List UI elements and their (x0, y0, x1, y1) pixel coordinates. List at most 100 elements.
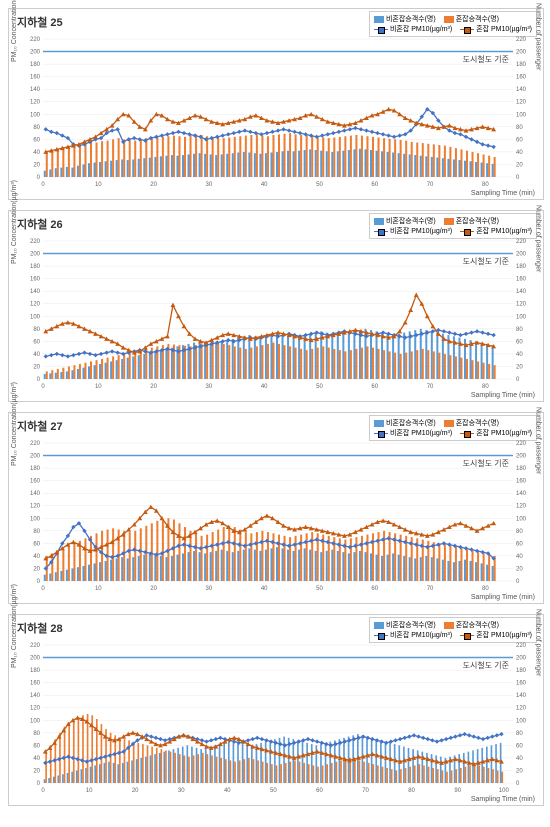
svg-text:20: 20 (516, 162, 523, 168)
svg-text:120: 120 (516, 706, 527, 712)
svg-text:0: 0 (41, 586, 45, 592)
svg-text:200: 200 (516, 454, 527, 460)
svg-text:60: 60 (33, 541, 40, 547)
svg-text:40: 40 (33, 756, 40, 762)
svg-text:80: 80 (33, 327, 40, 333)
svg-text:80: 80 (516, 529, 523, 535)
svg-text:80: 80 (516, 125, 523, 131)
svg-text:220: 220 (516, 37, 527, 43)
svg-text:180: 180 (30, 264, 41, 270)
svg-text:40: 40 (33, 554, 40, 560)
svg-text:20: 20 (132, 788, 139, 794)
svg-text:20: 20 (33, 566, 40, 572)
chart-panel: 지하철 28비혼잡승객수(명)혼잡승객수(명)비혼잡 PM10(µg/m³)혼잡… (8, 614, 544, 806)
svg-text:40: 40 (516, 352, 523, 358)
svg-text:40: 40 (261, 384, 268, 390)
svg-text:220: 220 (516, 441, 527, 447)
svg-text:30: 30 (206, 384, 213, 390)
svg-text:40: 40 (261, 182, 268, 188)
svg-text:60: 60 (33, 137, 40, 143)
svg-text:180: 180 (516, 668, 527, 674)
svg-text:120: 120 (30, 302, 41, 308)
svg-text:20: 20 (516, 566, 523, 572)
svg-text:40: 40 (261, 586, 268, 592)
svg-text:120: 120 (516, 302, 527, 308)
svg-text:200: 200 (516, 50, 527, 56)
svg-text:80: 80 (33, 125, 40, 131)
svg-text:100: 100 (30, 718, 41, 724)
svg-text:80: 80 (482, 586, 489, 592)
svg-text:30: 30 (206, 586, 213, 592)
svg-text:100: 100 (499, 788, 510, 794)
svg-text:80: 80 (516, 731, 523, 737)
svg-text:60: 60 (371, 384, 378, 390)
svg-text:30: 30 (178, 788, 185, 794)
svg-text:180: 180 (516, 62, 527, 68)
svg-text:120: 120 (516, 100, 527, 106)
svg-text:220: 220 (30, 37, 41, 43)
svg-text:180: 180 (30, 62, 41, 68)
svg-text:10: 10 (86, 788, 93, 794)
plot-svg: 0020204040606080801001001201201401401601… (9, 615, 543, 805)
svg-text:160: 160 (30, 277, 41, 283)
svg-text:120: 120 (516, 504, 527, 510)
svg-text:0: 0 (516, 781, 520, 787)
svg-text:70: 70 (427, 182, 434, 188)
svg-text:80: 80 (33, 731, 40, 737)
svg-text:60: 60 (516, 743, 523, 749)
svg-text:140: 140 (30, 289, 41, 295)
svg-text:40: 40 (516, 756, 523, 762)
svg-text:70: 70 (362, 788, 369, 794)
svg-text:10: 10 (95, 586, 102, 592)
svg-text:0: 0 (41, 182, 45, 188)
svg-text:140: 140 (516, 693, 527, 699)
svg-text:100: 100 (516, 112, 527, 118)
svg-text:160: 160 (516, 681, 527, 687)
svg-text:0: 0 (516, 175, 520, 181)
svg-text:200: 200 (516, 252, 527, 258)
svg-text:160: 160 (516, 277, 527, 283)
svg-text:20: 20 (150, 182, 157, 188)
svg-text:0: 0 (37, 175, 41, 181)
svg-text:180: 180 (516, 264, 527, 270)
svg-text:160: 160 (30, 681, 41, 687)
svg-text:80: 80 (482, 384, 489, 390)
svg-text:160: 160 (30, 479, 41, 485)
svg-text:0: 0 (37, 579, 41, 585)
svg-text:60: 60 (516, 541, 523, 547)
svg-text:20: 20 (33, 162, 40, 168)
svg-text:220: 220 (516, 239, 527, 245)
chart-grid: 지하철 25비혼잡승객수(명)혼잡승객수(명)비혼잡 PM10(µg/m³)혼잡… (8, 8, 542, 806)
svg-text:50: 50 (270, 788, 277, 794)
svg-text:60: 60 (516, 339, 523, 345)
svg-text:20: 20 (150, 586, 157, 592)
svg-text:70: 70 (427, 384, 434, 390)
svg-text:20: 20 (516, 768, 523, 774)
svg-text:200: 200 (30, 656, 41, 662)
svg-text:60: 60 (516, 137, 523, 143)
chart-panel: 지하철 25비혼잡승객수(명)혼잡승객수(명)비혼잡 PM10(µg/m³)혼잡… (8, 8, 544, 200)
svg-text:220: 220 (516, 643, 527, 649)
svg-text:60: 60 (33, 743, 40, 749)
svg-text:20: 20 (33, 768, 40, 774)
svg-text:60: 60 (371, 182, 378, 188)
svg-text:220: 220 (30, 441, 41, 447)
svg-text:60: 60 (371, 586, 378, 592)
svg-text:50: 50 (316, 182, 323, 188)
svg-text:140: 140 (30, 693, 41, 699)
svg-text:140: 140 (516, 87, 527, 93)
svg-text:80: 80 (482, 182, 489, 188)
svg-text:160: 160 (516, 479, 527, 485)
svg-text:70: 70 (427, 586, 434, 592)
svg-text:40: 40 (33, 352, 40, 358)
plot-svg: 0020204040606080801001001201201401401601… (9, 211, 543, 401)
svg-text:20: 20 (33, 364, 40, 370)
svg-text:10: 10 (95, 384, 102, 390)
svg-text:140: 140 (516, 491, 527, 497)
svg-text:0: 0 (41, 384, 45, 390)
svg-text:20: 20 (150, 384, 157, 390)
svg-text:100: 100 (516, 314, 527, 320)
svg-text:10: 10 (95, 182, 102, 188)
svg-text:100: 100 (516, 516, 527, 522)
svg-text:140: 140 (30, 491, 41, 497)
